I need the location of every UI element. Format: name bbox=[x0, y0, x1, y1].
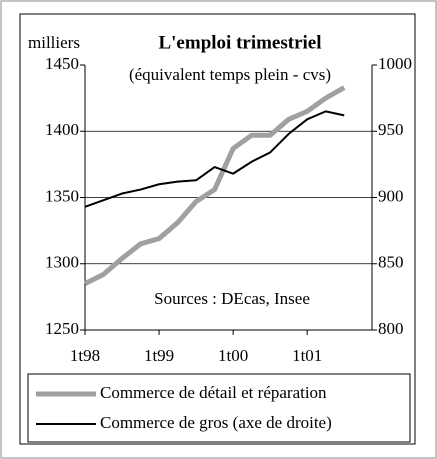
x-tick-label: 1t99 bbox=[144, 346, 174, 365]
y-tick-label: 1450 bbox=[45, 54, 79, 73]
series-line bbox=[83, 85, 346, 286]
chart-title: L'emploi trimestriel bbox=[158, 32, 321, 53]
y2-tick-label: 1000 bbox=[378, 54, 412, 73]
y-tick-label: 1250 bbox=[45, 319, 79, 338]
legend-label: Commerce de détail et réparation bbox=[100, 383, 327, 402]
legend-label: Commerce de gros (axe de droite) bbox=[100, 413, 332, 432]
annotation: Sources : DEcas, Insee bbox=[154, 289, 310, 308]
y-tick-label: 1300 bbox=[45, 253, 79, 272]
y-unit-label: milliers bbox=[28, 33, 80, 52]
chart-subtitle: (équivalent temps plein - cvs) bbox=[129, 65, 331, 84]
x-tick-label: 1t00 bbox=[218, 346, 248, 365]
y2-tick-label: 950 bbox=[378, 120, 404, 139]
series-line bbox=[84, 110, 345, 208]
y2-tick-label: 850 bbox=[378, 253, 404, 272]
y2-tick-label: 800 bbox=[378, 319, 404, 338]
x-tick-label: 1t98 bbox=[70, 346, 100, 365]
x-tick-label: 1t01 bbox=[292, 346, 322, 365]
chart-frame bbox=[19, 13, 416, 445]
y-tick-label: 1350 bbox=[45, 186, 79, 205]
y-tick-label: 1400 bbox=[45, 120, 79, 139]
y2-tick-label: 900 bbox=[378, 186, 404, 205]
legend bbox=[27, 373, 411, 443]
